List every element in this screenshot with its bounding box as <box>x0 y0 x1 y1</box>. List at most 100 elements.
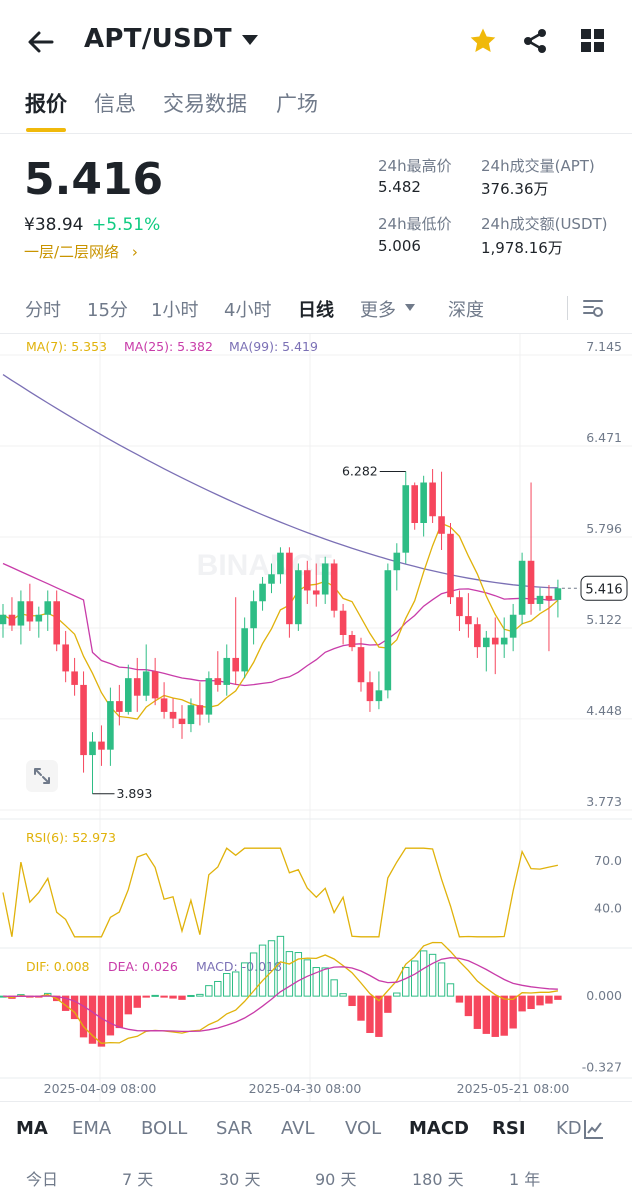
candle <box>366 671 374 712</box>
ind-sar[interactable]: SAR <box>216 1118 253 1139</box>
ind-avl[interactable]: AVL <box>281 1118 315 1139</box>
network-tag[interactable]: 一层/二层网络 › <box>24 241 138 262</box>
candle <box>0 603 7 638</box>
indicator-settings-icon[interactable] <box>583 1118 605 1140</box>
candle <box>26 583 34 631</box>
macd-bar <box>473 995 482 1029</box>
period-180d[interactable]: 180 天 <box>412 1170 464 1189</box>
tf-4h[interactable]: 4小时 <box>224 300 272 321</box>
high-label: 24h最高价 <box>378 157 452 175</box>
price-tick-label: 3.773 <box>586 794 622 809</box>
expand-chart-button[interactable] <box>26 760 58 792</box>
ind-kd[interactable]: KD <box>556 1118 582 1139</box>
candle-body <box>402 485 410 553</box>
candle-body <box>26 601 34 622</box>
rsi-tick-label: 40.0 <box>594 900 622 915</box>
macd-bar <box>348 995 356 1007</box>
tf-15m[interactable]: 15分 <box>87 300 128 321</box>
candle-body <box>89 741 96 756</box>
candle <box>312 563 320 607</box>
ind-ma[interactable]: MA <box>16 1118 48 1139</box>
candle-body <box>169 711 177 719</box>
grid-icon[interactable] <box>578 26 608 56</box>
low-marker-label: 3.893 <box>117 786 153 801</box>
candle-body <box>384 570 392 691</box>
candle-body <box>277 552 284 575</box>
candle-body <box>250 601 257 629</box>
macd-bar <box>133 995 141 1008</box>
ind-rsi[interactable]: RSI <box>492 1118 526 1139</box>
candle-body <box>80 684 87 756</box>
macd-bar <box>249 952 258 997</box>
candles <box>0 469 562 794</box>
macd-bar <box>437 962 446 997</box>
price-tick-label: 7.145 <box>586 339 622 354</box>
candle-body <box>223 657 231 685</box>
candle <box>286 547 293 638</box>
candle <box>339 603 347 645</box>
tf-daily[interactable]: 日线 <box>298 300 334 321</box>
ma25-legend: MA(25): 5.382 <box>124 339 213 354</box>
volume-label: 24h成交量(APT) <box>481 157 595 175</box>
ind-vol[interactable]: VOL <box>345 1118 382 1139</box>
macd-bar <box>232 971 240 997</box>
share-icon[interactable] <box>520 26 550 56</box>
candle-body <box>35 614 43 622</box>
ind-boll[interactable]: BOLL <box>141 1118 188 1139</box>
candle-body <box>160 698 168 712</box>
tab-trading-data[interactable]: 交易数据 <box>163 92 247 116</box>
candle-body <box>456 597 463 617</box>
tf-timeline[interactable]: 分时 <box>25 300 61 321</box>
low-label: 24h最低价 <box>378 215 452 233</box>
tf-more[interactable]: 更多 <box>360 300 396 321</box>
macd-bar <box>545 995 553 1004</box>
chart-settings-icon[interactable] <box>582 297 604 319</box>
pair-selector[interactable]: APT/USDT <box>84 24 258 54</box>
candle <box>241 617 248 679</box>
candle <box>196 682 204 726</box>
tab-quote[interactable]: 报价 <box>25 92 67 116</box>
period-90d[interactable]: 90 天 <box>315 1170 357 1189</box>
candle-body <box>187 705 195 725</box>
candlestick-chart[interactable]: BINANCE 7.145 6.471 5.796 5.122 4.448 3.773 6.2… <box>0 334 632 1101</box>
high-value: 5.482 <box>378 178 421 196</box>
candle <box>357 637 365 692</box>
macd-bar <box>536 995 544 1006</box>
macd-bar <box>160 995 168 998</box>
ind-macd[interactable]: MACD <box>409 1118 469 1139</box>
period-today[interactable]: 今日 <box>26 1170 59 1189</box>
cny-price: ¥38.94 <box>24 215 84 235</box>
candle-body <box>375 690 383 702</box>
tab-square[interactable]: 广场 <box>276 92 318 116</box>
star-icon[interactable] <box>468 26 498 56</box>
macd-bar <box>491 995 499 1037</box>
candle <box>8 597 16 631</box>
tf-depth[interactable]: 深度 <box>448 300 484 321</box>
macd-bar <box>106 995 115 1036</box>
macd-bar <box>419 950 428 997</box>
candle-body <box>268 574 275 584</box>
tf-1h[interactable]: 1小时 <box>151 300 199 321</box>
candle <box>554 579 562 618</box>
back-arrow-icon[interactable] <box>22 24 58 60</box>
macd-bar <box>554 995 562 1000</box>
chevron-right-icon: › <box>131 243 138 261</box>
macd-bar <box>187 994 195 997</box>
period-30d[interactable]: 30 天 <box>219 1170 261 1189</box>
ind-ema[interactable]: EMA <box>72 1118 112 1139</box>
candle-body <box>429 482 436 517</box>
period-7d[interactable]: 7 天 <box>122 1170 154 1189</box>
candle-body <box>474 624 481 648</box>
turnover-value: 1,978.16万 <box>481 239 563 257</box>
period-1y[interactable]: 1 年 <box>509 1170 541 1189</box>
candle-body <box>0 614 7 625</box>
candle <box>125 664 132 715</box>
candle <box>169 698 177 729</box>
candle-body <box>17 601 25 626</box>
tab-info[interactable]: 信息 <box>94 92 136 116</box>
candle <box>116 684 123 726</box>
candle <box>447 522 454 604</box>
macd-bar <box>142 995 150 998</box>
macd-bar <box>240 962 249 997</box>
candle-body <box>393 552 401 571</box>
